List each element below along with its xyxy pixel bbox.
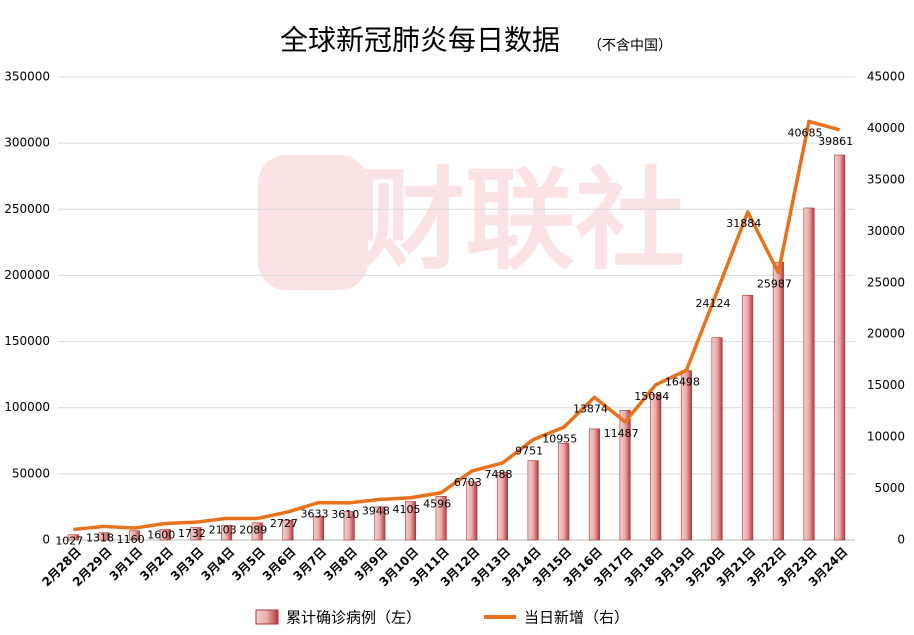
- data-label: 2089: [239, 524, 267, 537]
- legend-label: 当日新增（右）: [524, 609, 629, 627]
- y-tick-label: 300000: [4, 136, 50, 150]
- bar: [98, 532, 110, 541]
- bar: [343, 511, 355, 541]
- bar: [374, 506, 386, 541]
- data-label: 39861: [818, 135, 853, 148]
- y2-tick-label: 5000: [874, 481, 905, 495]
- bar: [159, 529, 171, 541]
- data-label: 25987: [757, 278, 792, 291]
- data-label: 3948: [362, 504, 390, 517]
- y-tick-label: 350000: [4, 70, 50, 84]
- bar: [711, 337, 723, 541]
- bar: [221, 525, 233, 541]
- chart-subtitle: （不含中国）: [588, 38, 672, 54]
- bar: [527, 460, 539, 541]
- watermark-logo: [258, 155, 368, 290]
- data-label: 31884: [726, 217, 761, 230]
- bar: [803, 207, 815, 541]
- data-label: 3610: [331, 508, 359, 521]
- data-label: 2727: [270, 517, 298, 530]
- legend: 累计确诊病例（左） 当日新增（右）: [255, 609, 629, 627]
- bar: [742, 294, 754, 541]
- data-label: 15084: [634, 390, 669, 403]
- data-label: 4105: [393, 503, 421, 516]
- data-label: 1318: [86, 531, 114, 544]
- data-label: 24124: [696, 297, 731, 310]
- data-label: 3633: [301, 508, 329, 521]
- y2-tick-label: 30000: [867, 224, 905, 238]
- data-label: 1600: [147, 529, 175, 542]
- watermark: 财联社: [258, 155, 685, 290]
- data-label: 11487: [604, 427, 639, 440]
- bar: [435, 496, 447, 541]
- y-tick-label: 150000: [4, 334, 50, 348]
- data-label: 13874: [573, 402, 608, 415]
- bar: [558, 443, 570, 541]
- data-label: 1732: [178, 527, 206, 540]
- legend-swatch: [255, 609, 279, 625]
- bar: [834, 154, 846, 541]
- y2-tick-label: 35000: [867, 172, 905, 186]
- y-tick-label: 50000: [12, 466, 50, 480]
- bar: [588, 428, 600, 541]
- bar: [190, 527, 202, 541]
- data-label: 10955: [542, 432, 577, 445]
- line: [73, 119, 841, 532]
- bar: [466, 481, 478, 541]
- y2-tick-label: 45000: [867, 70, 905, 84]
- data-label: 1027: [55, 534, 83, 547]
- y2-tick-label: 10000: [867, 430, 905, 444]
- y-tick-label: 100000: [4, 400, 50, 414]
- bar: [251, 522, 263, 541]
- watermark-text: 财联社: [355, 156, 685, 284]
- data-label: 9751: [515, 445, 543, 458]
- bar: [282, 519, 294, 541]
- bar: [772, 261, 784, 541]
- y-tick-label: 250000: [4, 202, 50, 216]
- y2-tick-label: 20000: [867, 327, 905, 341]
- bar: [67, 534, 79, 541]
- y-tick-label: 0: [42, 533, 50, 547]
- data-label: 1160: [117, 533, 145, 546]
- data-label: 16498: [665, 375, 700, 388]
- data-label: 7488: [484, 468, 512, 481]
- data-label: 4596: [423, 498, 451, 511]
- bar: [405, 501, 417, 541]
- data-label: 40685: [788, 126, 823, 139]
- chart-title: 全球新冠肺炎每日数据: [280, 24, 560, 57]
- data-label: 6703: [454, 476, 482, 489]
- y2-tick-label: 15000: [867, 378, 905, 392]
- data-label: 2103: [209, 523, 237, 536]
- y2-tick-label: 0: [897, 533, 905, 547]
- y2-tick-label: 25000: [867, 275, 905, 289]
- legend-label: 累计确诊病例（左）: [286, 609, 421, 627]
- bar: [650, 394, 662, 541]
- bar: [619, 410, 631, 541]
- y2-tick-label: 40000: [867, 121, 905, 135]
- bar: [496, 472, 508, 541]
- bar: [129, 530, 141, 541]
- bar: [680, 370, 692, 541]
- y-tick-label: 200000: [4, 268, 50, 282]
- bar: [313, 515, 325, 541]
